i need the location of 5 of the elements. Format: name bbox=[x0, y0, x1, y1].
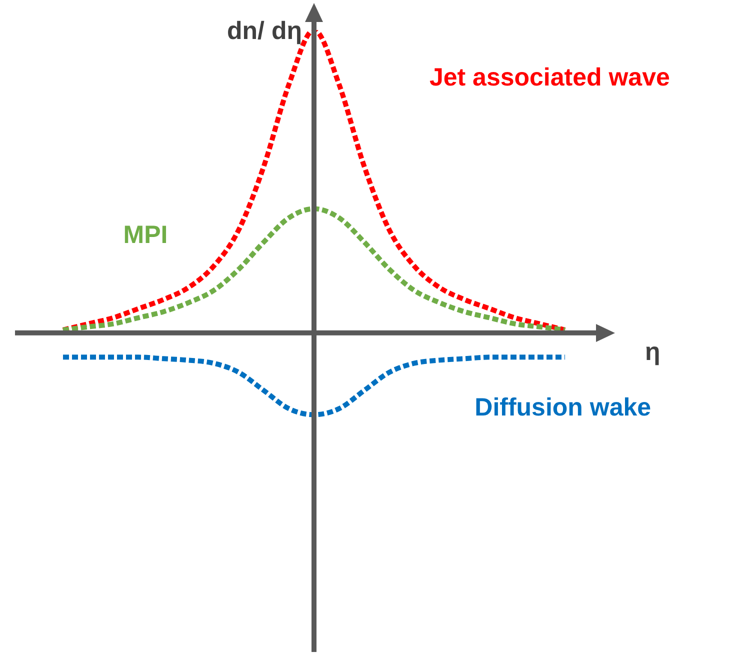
text: Jet associated wave bbox=[429, 63, 670, 92]
x-axis-title: η bbox=[645, 338, 660, 366]
y-axis-title: dn/ dη bbox=[227, 16, 302, 45]
text: MPI bbox=[123, 220, 168, 249]
series-label: Diffusion wake bbox=[474, 394, 652, 422]
